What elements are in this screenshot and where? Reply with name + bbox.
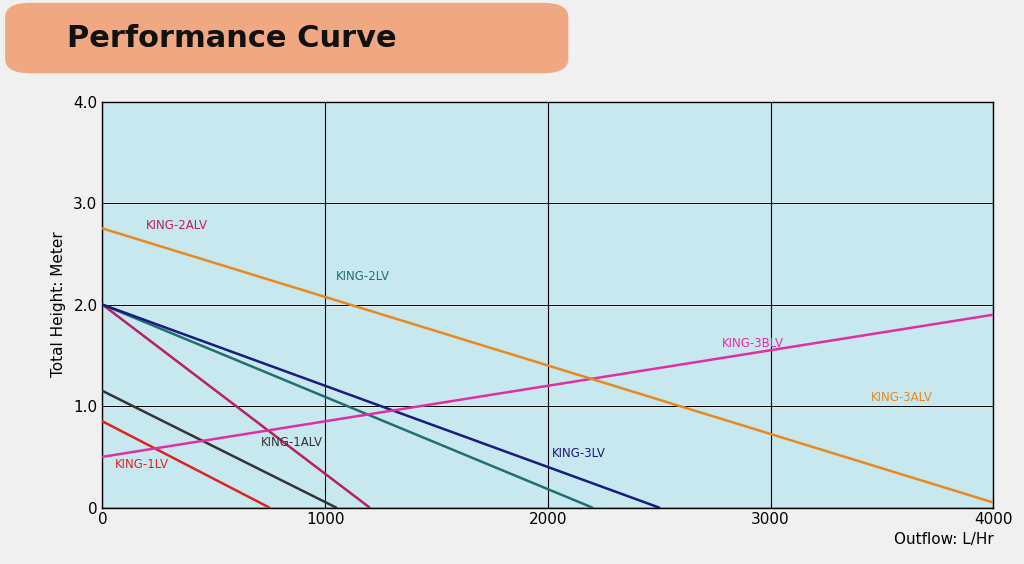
Y-axis label: Total Height: Meter: Total Height: Meter [51,232,67,377]
X-axis label: Outflow: L/Hr: Outflow: L/Hr [894,532,993,547]
Text: KING-2LV: KING-2LV [336,270,390,283]
Text: KING-2ALV: KING-2ALV [145,219,208,232]
Text: KING-3ALV: KING-3ALV [870,391,933,404]
Text: KING-1ALV: KING-1ALV [260,436,323,449]
Text: KING-1LV: KING-1LV [115,459,169,472]
Text: KING-3LV: KING-3LV [552,447,606,460]
Text: KING-3BLV: KING-3BLV [722,337,783,350]
Text: Performance Curve: Performance Curve [67,24,396,52]
